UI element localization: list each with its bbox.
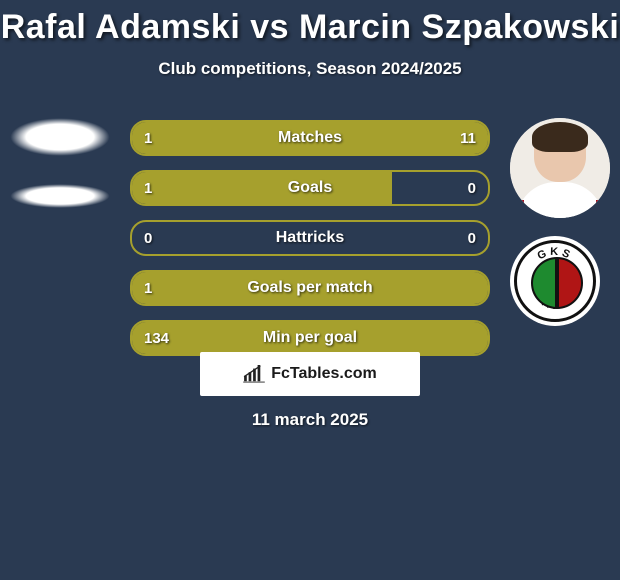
bar-fill-right bbox=[162, 122, 488, 154]
metric-bar: Goals per match1 bbox=[130, 270, 490, 306]
bar-fill-left bbox=[132, 122, 162, 154]
watermark-text: FcTables.com bbox=[271, 365, 377, 383]
face-icon bbox=[510, 118, 610, 218]
bar-fill-left bbox=[132, 272, 488, 304]
comparison-bars: Matches111Goals10Hattricks00Goals per ma… bbox=[130, 120, 490, 370]
metric-value-right: 0 bbox=[468, 222, 476, 254]
player-left-photo-placeholder bbox=[10, 118, 110, 156]
page-title: Rafal Adamski vs Marcin Szpakowski bbox=[0, 0, 620, 47]
gks-tychy-badge-icon: GKS TYCHY bbox=[514, 240, 596, 322]
bar-fill-left bbox=[132, 172, 392, 204]
metric-label: Hattricks bbox=[132, 222, 488, 254]
infographic-container: Rafal Adamski vs Marcin Szpakowski Club … bbox=[0, 0, 620, 580]
page-subtitle: Club competitions, Season 2024/2025 bbox=[0, 59, 620, 79]
bar-chart-icon bbox=[243, 365, 265, 383]
metric-bar: Matches111 bbox=[130, 120, 490, 156]
watermark: FcTables.com bbox=[200, 352, 420, 396]
player-right-photo bbox=[510, 118, 610, 218]
infographic-date: 11 march 2025 bbox=[0, 410, 620, 430]
bar-fill-left bbox=[132, 322, 488, 354]
player-left-column bbox=[10, 118, 110, 208]
metric-bar: Hattricks0 0 bbox=[130, 220, 490, 256]
metric-value-left: 0 bbox=[144, 222, 152, 254]
player-right-column: GKS TYCHY bbox=[510, 118, 610, 326]
player-left-team-logo-placeholder bbox=[10, 184, 110, 208]
metric-value-right: 0 bbox=[468, 172, 476, 204]
metric-bar: Min per goal134 bbox=[130, 320, 490, 356]
player-right-team-logo: GKS TYCHY bbox=[510, 236, 600, 326]
metric-bar: Goals10 bbox=[130, 170, 490, 206]
